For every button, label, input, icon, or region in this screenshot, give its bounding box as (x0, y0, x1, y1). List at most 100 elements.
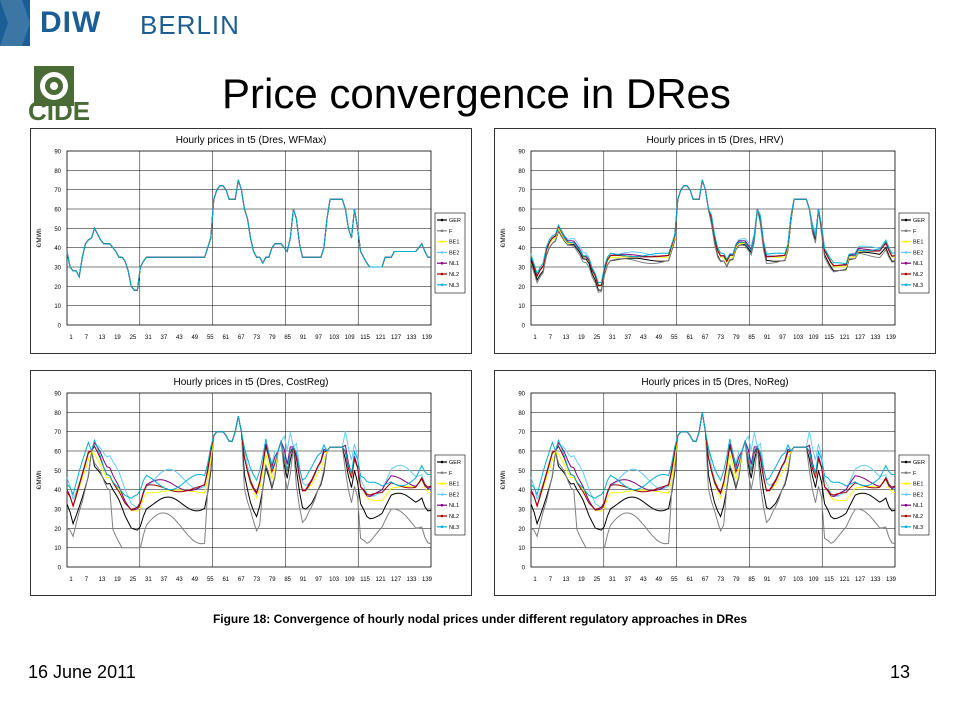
cide-logo-icon (34, 66, 74, 106)
legend-marker (904, 514, 908, 518)
legend-label: NL2 (449, 272, 459, 278)
y-tick-label: 60 (518, 450, 525, 456)
x-tick-label: 91 (764, 335, 771, 341)
x-tick-label: 25 (130, 335, 137, 341)
chart-noreg: Hourly prices in t5 (Dres, NoReg) 0 10 20 30… (501, 377, 930, 583)
x-tick-label: 31 (609, 335, 616, 341)
chart-panel-noreg: Hourly prices in t5 (Dres, NoReg) 0 10 20 30… (494, 370, 936, 596)
legend-label: NL1 (913, 261, 923, 267)
x-tick-label: 73 (253, 577, 260, 583)
legend-label: GER (913, 460, 925, 466)
legend-marker (440, 503, 444, 507)
legend-label: GER (449, 460, 461, 466)
y-tick-label: 80 (518, 169, 525, 175)
series-line-f (530, 179, 896, 293)
header-logo-bar: DIW BERLIN (0, 0, 960, 46)
series-line-nl3 (66, 179, 431, 291)
y-tick-label: 0 (58, 324, 62, 330)
x-tick-label: 79 (733, 577, 740, 583)
legend-label: NL1 (449, 503, 459, 509)
series-line-nl2 (530, 412, 896, 511)
y-tick-label: 70 (54, 430, 61, 436)
x-tick-label: 127 (855, 577, 866, 583)
legend-label: NL2 (913, 272, 923, 278)
legend-label: F (449, 229, 453, 235)
legend-label: BE2 (449, 492, 459, 498)
legend-label: F (449, 471, 453, 477)
chart-panel-hrv: Hourly prices in t5 (Dres, HRV) 0 10 20 30 40… (494, 128, 936, 354)
legend-marker (904, 493, 908, 496)
x-tick-label: 79 (269, 577, 276, 583)
y-tick-label: 80 (518, 411, 525, 417)
x-tick-label: 25 (130, 577, 137, 583)
legend-label: BE2 (913, 492, 923, 498)
x-tick-label: 67 (702, 577, 709, 583)
x-tick-label: 121 (840, 577, 851, 583)
x-tick-label: 85 (748, 335, 755, 341)
chart-hrv: Hourly prices in t5 (Dres, HRV) 0 10 20 30 40… (501, 135, 930, 341)
legend-marker (440, 514, 444, 518)
x-tick-label: 7 (549, 577, 553, 583)
x-tick-label: 49 (191, 335, 198, 341)
x-tick-label: 7 (85, 577, 89, 583)
legend-label: NL2 (449, 514, 459, 520)
x-tick-label: 103 (793, 335, 804, 341)
x-tick-label: 43 (640, 577, 647, 583)
y-tick-label: 10 (54, 304, 61, 310)
series-line-nl3 (530, 412, 896, 499)
legend-marker (440, 482, 444, 485)
x-tick-label: 133 (407, 335, 418, 341)
y-tick-label: 90 (54, 392, 61, 398)
legend-marker (440, 229, 444, 233)
plot-area (530, 392, 896, 568)
x-tick-label: 55 (671, 577, 678, 583)
x-tick-label: 13 (99, 577, 106, 583)
x-tick-label: 115 (360, 335, 370, 341)
x-tick-label: 73 (717, 577, 724, 583)
y-tick-label: 10 (518, 304, 525, 310)
footer-date: 16 June 2011 (28, 662, 136, 682)
x-tick-label: 103 (793, 577, 804, 583)
y-tick-label: 60 (54, 208, 61, 214)
x-tick-label: 19 (578, 577, 585, 583)
legend-label: BE2 (449, 250, 459, 256)
chart-title: Hourly prices in t5 (Dres, WFMax) (176, 135, 327, 146)
x-tick-label: 31 (609, 577, 616, 583)
legend-marker (904, 283, 908, 287)
legend-marker (440, 218, 444, 222)
legend-marker (904, 272, 908, 276)
legend-marker (904, 261, 908, 265)
plot-area (530, 150, 896, 326)
diw-logo-icon (0, 0, 30, 46)
y-axis-label: €/MWh (501, 228, 507, 247)
y-tick-label: 40 (518, 246, 525, 252)
y-tick-label: 30 (54, 508, 61, 514)
legend-marker (440, 261, 444, 265)
x-tick-label: 67 (238, 335, 245, 341)
series-line-nl1 (66, 179, 431, 291)
series-line-nl2 (66, 179, 431, 291)
series-line-ger (530, 412, 896, 531)
x-tick-label: 97 (315, 335, 322, 341)
y-tick-label: 60 (518, 208, 525, 214)
x-tick-label: 13 (563, 335, 570, 341)
x-tick-label: 7 (549, 335, 553, 341)
x-tick-label: 37 (161, 335, 168, 341)
legend-label: GER (913, 218, 925, 224)
x-tick-label: 25 (594, 577, 601, 583)
x-tick-label: 73 (253, 335, 260, 341)
x-tick-label: 13 (563, 577, 570, 583)
footer-page-number: 13 (890, 662, 911, 682)
x-tick-label: 49 (655, 577, 662, 583)
legend-label: NL1 (913, 503, 923, 509)
y-axis-label: €/MWh (37, 470, 43, 489)
x-tick-label: 31 (145, 577, 152, 583)
legend-label: NL3 (913, 283, 923, 289)
legend-label: NL3 (449, 525, 459, 531)
x-tick-label: 127 (855, 335, 866, 341)
x-tick-label: 25 (594, 335, 601, 341)
series-line-nl3 (66, 416, 432, 499)
legend-marker (904, 471, 908, 475)
x-tick-label: 103 (329, 335, 340, 341)
legend-marker (904, 525, 908, 529)
